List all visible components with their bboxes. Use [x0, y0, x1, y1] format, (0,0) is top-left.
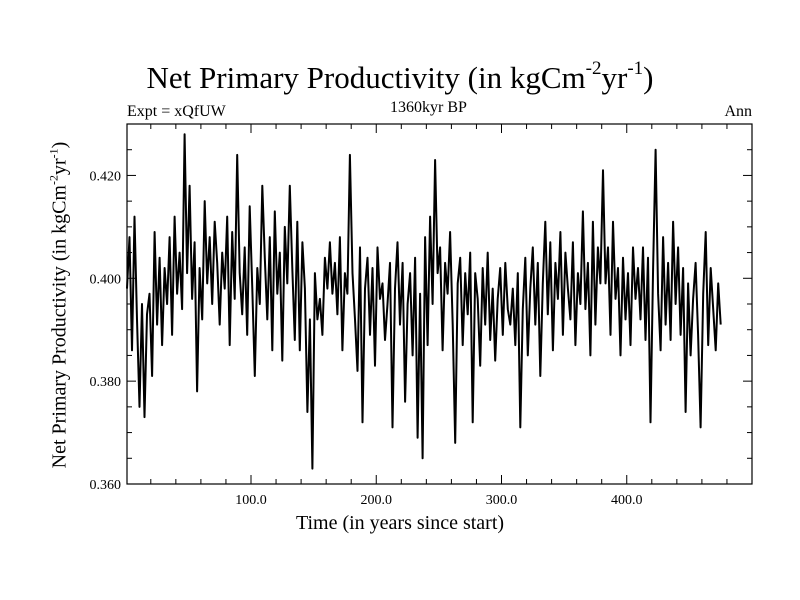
y-tick-label: 0.400 — [90, 272, 122, 287]
y-tick-label: 0.420 — [90, 169, 122, 184]
plot-frame — [126, 123, 753, 485]
period-label: 1360kyr BP — [390, 99, 467, 116]
x-tick-label: 400.0 — [611, 493, 643, 508]
x-tick-label: 100.0 — [235, 493, 267, 508]
x-tick-label: 200.0 — [360, 493, 392, 508]
series-line — [126, 133, 722, 470]
experiment-label: Expt = xQfUW — [127, 103, 226, 120]
axis-ticks — [127, 123, 752, 485]
chart-title: Net Primary Productivity (in kgCm-2yr-1) — [146, 58, 654, 95]
tick-labels: 100.0 200.0 300.0 400.0 0.360 0.380 0.400 0.420 — [90, 169, 643, 508]
y-tick-label: 0.380 — [90, 375, 122, 390]
y-tick-label: 0.360 — [90, 478, 122, 493]
x-axis-label: Time (in years since start) — [295, 512, 505, 534]
x-tick-label: 300.0 — [486, 493, 518, 508]
season-label: Ann — [724, 103, 752, 120]
